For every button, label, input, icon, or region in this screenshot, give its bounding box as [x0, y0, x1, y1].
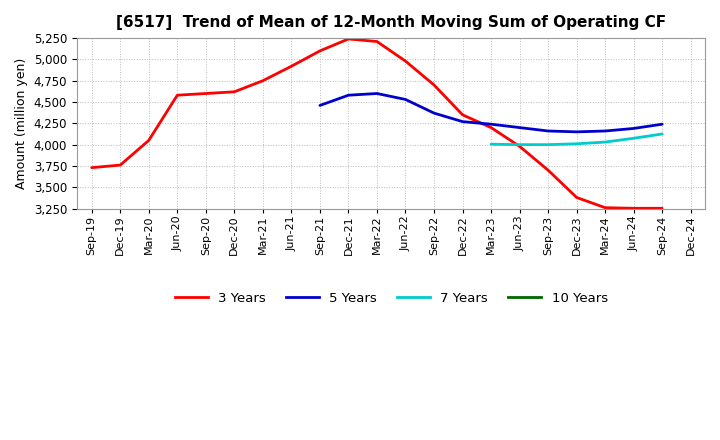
- 3 Years: [202, 91, 210, 96]
- 5 Years: [401, 97, 410, 102]
- 5 Years: [487, 121, 495, 127]
- 7 Years: [544, 142, 552, 147]
- 3 Years: [430, 82, 438, 88]
- Line: 7 Years: 7 Years: [491, 134, 662, 145]
- 3 Years: [572, 195, 581, 200]
- Legend: 3 Years, 5 Years, 7 Years, 10 Years: 3 Years, 5 Years, 7 Years, 10 Years: [169, 287, 613, 310]
- 5 Years: [373, 91, 382, 96]
- Line: 5 Years: 5 Years: [320, 94, 662, 132]
- 5 Years: [430, 110, 438, 116]
- 5 Years: [315, 103, 324, 108]
- 3 Years: [544, 168, 552, 173]
- 3 Years: [401, 59, 410, 64]
- 3 Years: [87, 165, 96, 170]
- 7 Years: [487, 142, 495, 147]
- 3 Years: [601, 205, 610, 210]
- 3 Years: [373, 39, 382, 44]
- 3 Years: [629, 205, 638, 211]
- 3 Years: [315, 48, 324, 54]
- 5 Years: [572, 129, 581, 135]
- Title: [6517]  Trend of Mean of 12-Month Moving Sum of Operating CF: [6517] Trend of Mean of 12-Month Moving …: [116, 15, 666, 30]
- 5 Years: [629, 126, 638, 131]
- Line: 3 Years: 3 Years: [91, 39, 662, 208]
- 3 Years: [287, 64, 296, 69]
- 5 Years: [601, 128, 610, 134]
- 3 Years: [258, 78, 267, 83]
- 7 Years: [601, 139, 610, 145]
- 5 Years: [344, 92, 353, 98]
- Y-axis label: Amount (million yen): Amount (million yen): [15, 58, 28, 189]
- 3 Years: [487, 125, 495, 130]
- 3 Years: [658, 205, 667, 211]
- 3 Years: [116, 162, 125, 168]
- 3 Years: [344, 37, 353, 42]
- 5 Years: [516, 125, 524, 130]
- 3 Years: [516, 144, 524, 149]
- 3 Years: [458, 112, 467, 117]
- 7 Years: [572, 141, 581, 147]
- 7 Years: [629, 136, 638, 141]
- 7 Years: [516, 142, 524, 147]
- 7 Years: [658, 132, 667, 137]
- 3 Years: [173, 92, 181, 98]
- 5 Years: [658, 121, 667, 127]
- 5 Years: [458, 119, 467, 124]
- 3 Years: [145, 138, 153, 143]
- 5 Years: [544, 128, 552, 134]
- 3 Years: [230, 89, 238, 95]
